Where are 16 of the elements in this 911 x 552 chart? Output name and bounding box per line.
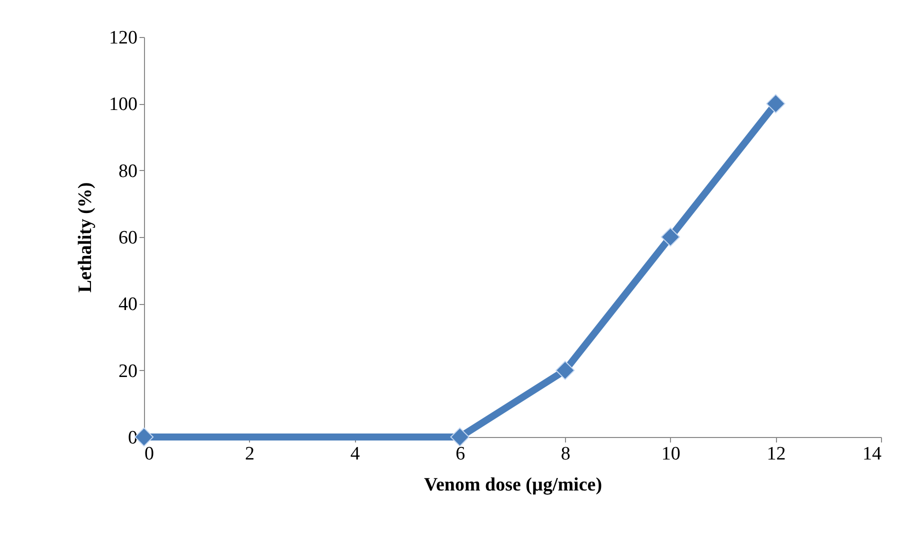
y-tick-label: 80 [118, 160, 138, 182]
x-tick-label: 12 [766, 444, 786, 464]
x-axis-title: Venom dose (µg/mice) [424, 474, 602, 496]
x-tick-label: 8 [560, 444, 570, 464]
y-tick-label: 20 [118, 360, 138, 382]
x-tick-label: 2 [245, 444, 255, 464]
x-tick-label: 10 [661, 444, 680, 464]
x-tick-label: 0 [144, 444, 154, 464]
x-tick-label: 4 [350, 444, 360, 464]
x-tick-label: 6 [456, 444, 466, 464]
y-tick-label: 100 [109, 94, 138, 116]
y-tick-label: 40 [118, 294, 138, 316]
y-tick-label: 60 [118, 228, 138, 248]
y-axis-title: Lethality (%) [75, 182, 96, 293]
y-tick-label: 120 [109, 28, 138, 48]
x-tick-label: 14 [862, 444, 882, 464]
